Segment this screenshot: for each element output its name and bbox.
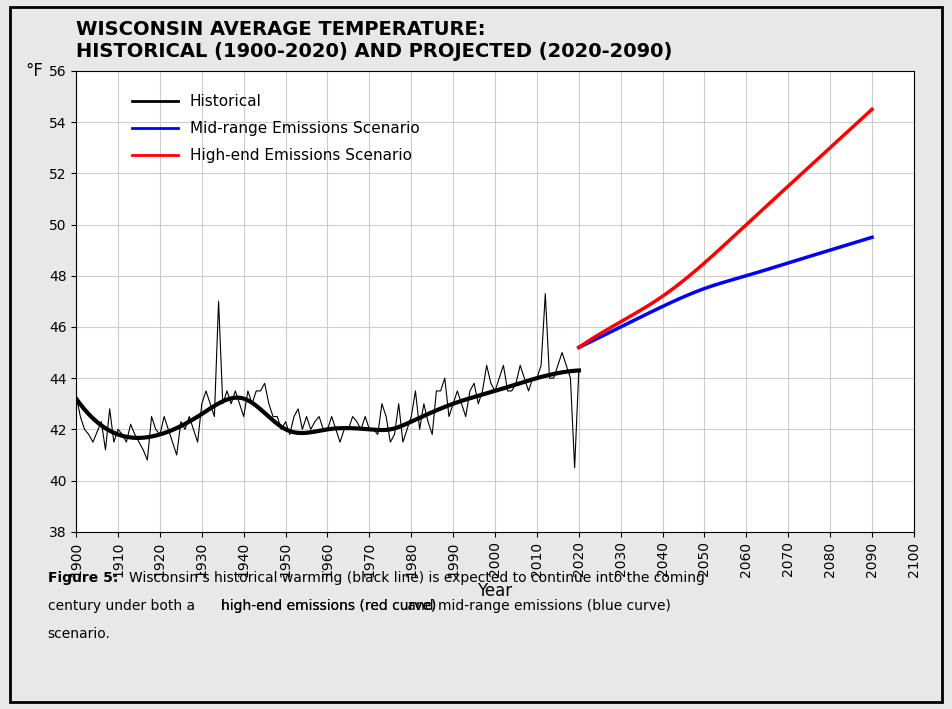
Text: scenario.: scenario.: [48, 627, 110, 642]
Text: and mid-range emissions (blue curve): and mid-range emissions (blue curve): [403, 599, 670, 613]
Y-axis label: °F: °F: [26, 62, 43, 80]
Text: high-end emissions (red curve): high-end emissions (red curve): [221, 599, 436, 613]
Text: century under both a: century under both a: [48, 599, 199, 613]
X-axis label: Year: Year: [478, 582, 512, 601]
Text: Wisconsin’s historical warming (black line) is expected to continue into the com: Wisconsin’s historical warming (black li…: [129, 571, 705, 585]
Text: high-end emissions (red curve): high-end emissions (red curve): [221, 599, 436, 613]
Text: WISCONSIN AVERAGE TEMPERATURE:
HISTORICAL (1900-2020) AND PROJECTED (2020-2090): WISCONSIN AVERAGE TEMPERATURE: HISTORICA…: [76, 20, 672, 61]
Legend: Historical, Mid-range Emissions Scenario, High-end Emissions Scenario: Historical, Mid-range Emissions Scenario…: [126, 88, 426, 169]
Text: Figure 5:: Figure 5:: [48, 571, 118, 585]
